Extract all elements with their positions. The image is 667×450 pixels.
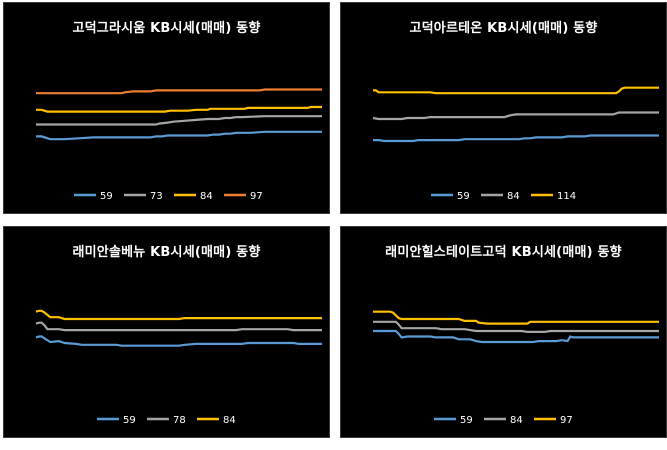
series-line-84 [373, 320, 659, 334]
chart-panel-4: 래미안힐스테이트고덕 KB시세(매매) 동향 59 84 97 [340, 226, 667, 438]
legend-label-59: 59 [460, 415, 473, 426]
series-line-59 [373, 329, 659, 344]
series-line-97 [36, 88, 322, 95]
chart-title: 고덕아르테온 KB시세(매매) 동향 [409, 21, 598, 36]
legend-label-97: 97 [250, 191, 263, 202]
series-line-59 [36, 130, 322, 141]
chart-title: 래미안힐스테이트고덕 KB시세(매매) 동향 [385, 245, 622, 260]
legend-label-84: 84 [507, 191, 520, 202]
legend-label-59: 59 [100, 191, 113, 202]
series-line-59 [373, 134, 659, 143]
chart-svg: 59 84 114 [372, 86, 659, 202]
series-line-84 [36, 105, 322, 113]
legend-label-59: 59 [457, 191, 470, 202]
series-line-84 [372, 111, 659, 121]
legend-label-78: 78 [173, 415, 186, 426]
series-line-84 [35, 309, 322, 321]
chart-panel-2: 고덕아르테온 KB시세(매매) 동향 59 84 114 [340, 2, 667, 214]
chart-svg: 59 73 84 97 [36, 88, 322, 202]
chart-svg: 59 78 84 [35, 309, 322, 426]
series-line-97 [373, 310, 659, 325]
series-line-59 [35, 335, 322, 347]
legend-label-84: 84 [510, 415, 523, 426]
chart-title: 고덕그라시움 KB시세(매매) 동향 [72, 21, 261, 36]
chart-panel-1: 고덕그라시움 KB시세(매매) 동향 59 73 84 97 [3, 2, 330, 214]
chart-svg: 59 84 97 [373, 310, 659, 426]
series-line-73 [36, 115, 322, 126]
legend-label-114: 114 [557, 191, 576, 202]
chart-panel-3: 래미안솔베뉴 KB시세(매매) 동향 59 78 84 [3, 226, 330, 438]
legend-label-84: 84 [223, 415, 236, 426]
legend-label-84: 84 [200, 191, 213, 202]
legend-label-73: 73 [150, 191, 163, 202]
series-line-78 [35, 321, 322, 332]
legend-label-97: 97 [560, 415, 573, 426]
series-line-114 [373, 86, 659, 95]
legend-label-59: 59 [123, 415, 136, 426]
chart-title: 래미안솔베뉴 KB시세(매매) 동향 [72, 245, 261, 260]
